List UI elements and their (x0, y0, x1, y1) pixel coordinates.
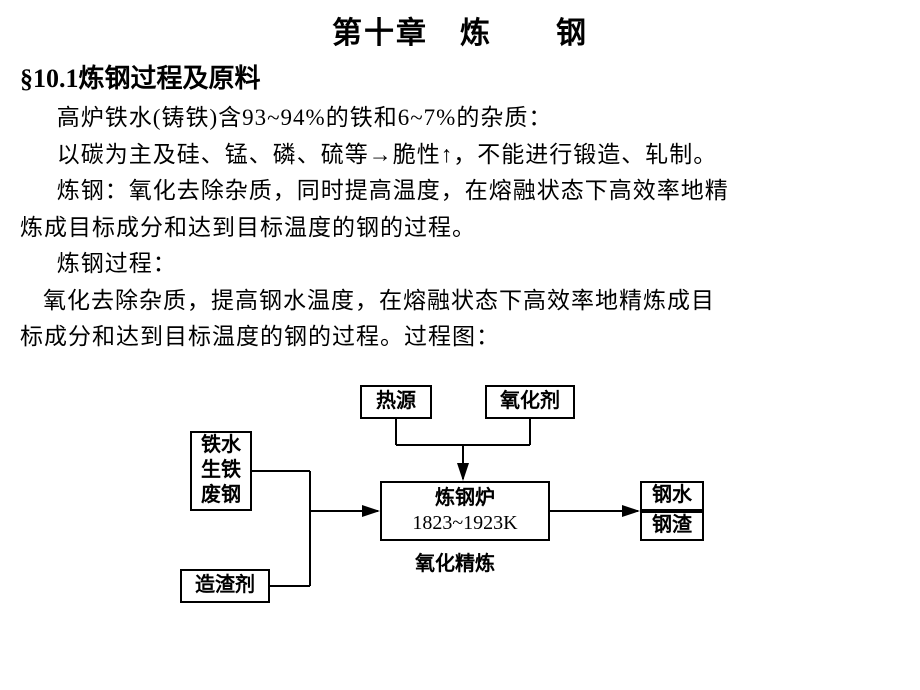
node-steel: 钢水 (640, 481, 704, 511)
paragraph-3b: 炼成目标成分和达到目标温度的钢的过程。 (20, 211, 900, 246)
node-heat: 热源 (360, 385, 432, 419)
paragraph-5a: 氧化去除杂质，提高钢水温度，在熔融状态下高效率地精炼成目 (20, 284, 900, 319)
furnace-line1: 炼钢炉 (435, 486, 495, 511)
paragraph-4: 炼钢过程： (20, 247, 900, 282)
node-slag: 钢渣 (640, 511, 704, 541)
paragraph-2: 以碳为主及硅、锰、磷、硫等→脆性↑，不能进行锻造、轧制。 (20, 138, 900, 173)
raw-line3: 废钢 (201, 483, 241, 508)
bottom-label: 氧化精炼 (415, 547, 495, 576)
process-diagram: 热源 氧化剂 铁水 生铁 废钢 炼钢炉 1823~1923K 造渣剂 钢水 钢渣… (150, 385, 770, 635)
node-raw-materials: 铁水 生铁 废钢 (190, 431, 252, 511)
raw-line2: 生铁 (201, 458, 241, 483)
chapter-title: 第十章 炼 钢 (20, 8, 900, 52)
node-oxidizer: 氧化剂 (485, 385, 575, 419)
raw-line1: 铁水 (201, 433, 241, 458)
section-title: §10.1炼钢过程及原料 (20, 58, 900, 95)
paragraph-1: 高炉铁水(铸铁)含93~94%的铁和6~7%的杂质： (20, 101, 900, 136)
paragraph-3a: 炼钢：氧化去除杂质，同时提高温度，在熔融状态下高效率地精 (20, 174, 900, 209)
paragraph-5b: 标成分和达到目标温度的钢的过程。过程图： (20, 320, 900, 355)
furnace-line2: 1823~1923K (412, 511, 517, 536)
node-slagger: 造渣剂 (180, 569, 270, 603)
node-furnace: 炼钢炉 1823~1923K (380, 481, 550, 541)
